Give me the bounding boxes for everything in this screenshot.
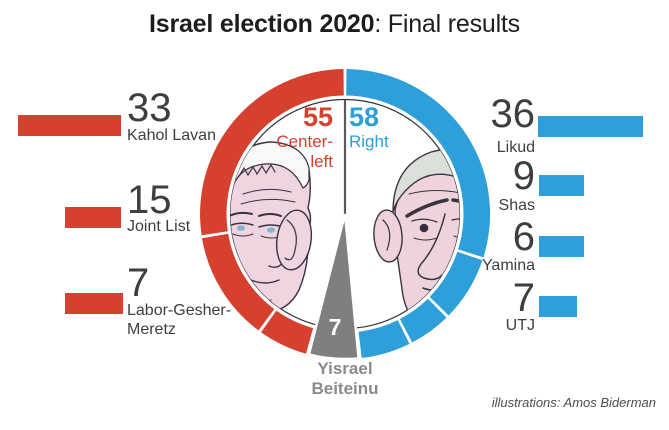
page-title: Israel election 2020: Final results: [0, 10, 669, 39]
center-left-total-block: 55 Center-left: [255, 102, 333, 172]
seat-pie-chart: 7: [200, 69, 491, 361]
shas-seats: 9: [512, 154, 535, 198]
joint-list-label: Joint List: [127, 218, 191, 235]
joint-list-seats: 15: [127, 178, 172, 222]
pie-segment-utj: [358, 320, 410, 358]
shas-bar: [539, 175, 584, 196]
kahol-lavan-seats: 33: [127, 86, 172, 130]
center-left-total: 55: [302, 102, 333, 132]
netanyahu-caricature-illustration: [373, 148, 460, 329]
yamina-bar: [539, 236, 584, 257]
pie-segment-kahol-lavan: [200, 69, 344, 236]
yisrael-beiteinu-wedge-seats: 7: [329, 314, 342, 340]
shas-label: Shas: [498, 197, 535, 214]
utj-label: UTJ: [505, 317, 535, 334]
kahol-lavan-bar: [18, 115, 121, 136]
page-title-rest: : Final results: [374, 10, 520, 38]
pie-segment-joint-list: [202, 233, 275, 331]
pie-segment-yisrael-beiteinu: [307, 213, 360, 361]
pie-segment-labor-gesher-meretz: [261, 310, 314, 354]
right-name: Right: [349, 132, 389, 151]
likud-seats: 36: [490, 92, 536, 136]
likud-label: Likud: [496, 139, 535, 156]
pie-segment-likud: [346, 69, 491, 258]
utj-bar: [539, 296, 577, 317]
yisrael-beiteinu-label: Yisrael Beiteinu: [311, 359, 379, 398]
center-left-name: Center-left: [276, 132, 333, 171]
pie-ring-segments: [200, 69, 491, 361]
likud-bar: [538, 116, 643, 137]
labor-gesher-meretz-bar: [65, 293, 123, 314]
labor-gesher-meretz-label: Labor-Gesher-Meretz: [127, 302, 232, 338]
kahol-lavan-label: Kahol Lavan: [127, 127, 216, 144]
labor-gesher-meretz-seats: 7: [127, 261, 150, 305]
utj-seats: 7: [512, 276, 535, 320]
pie-segment-yamina: [399, 298, 447, 343]
page-title-bold: Israel election 2020: [149, 10, 375, 38]
yamina-seats: 6: [512, 215, 535, 259]
pie-segment-shas: [429, 251, 483, 316]
right-total: 58: [349, 102, 380, 132]
joint-list-bar: [65, 207, 121, 228]
right-total-block: 58 Right: [349, 102, 441, 152]
illustration-credit: illustrations: Amos Biderman: [491, 395, 656, 410]
yamina-label: Yamina: [481, 257, 535, 274]
